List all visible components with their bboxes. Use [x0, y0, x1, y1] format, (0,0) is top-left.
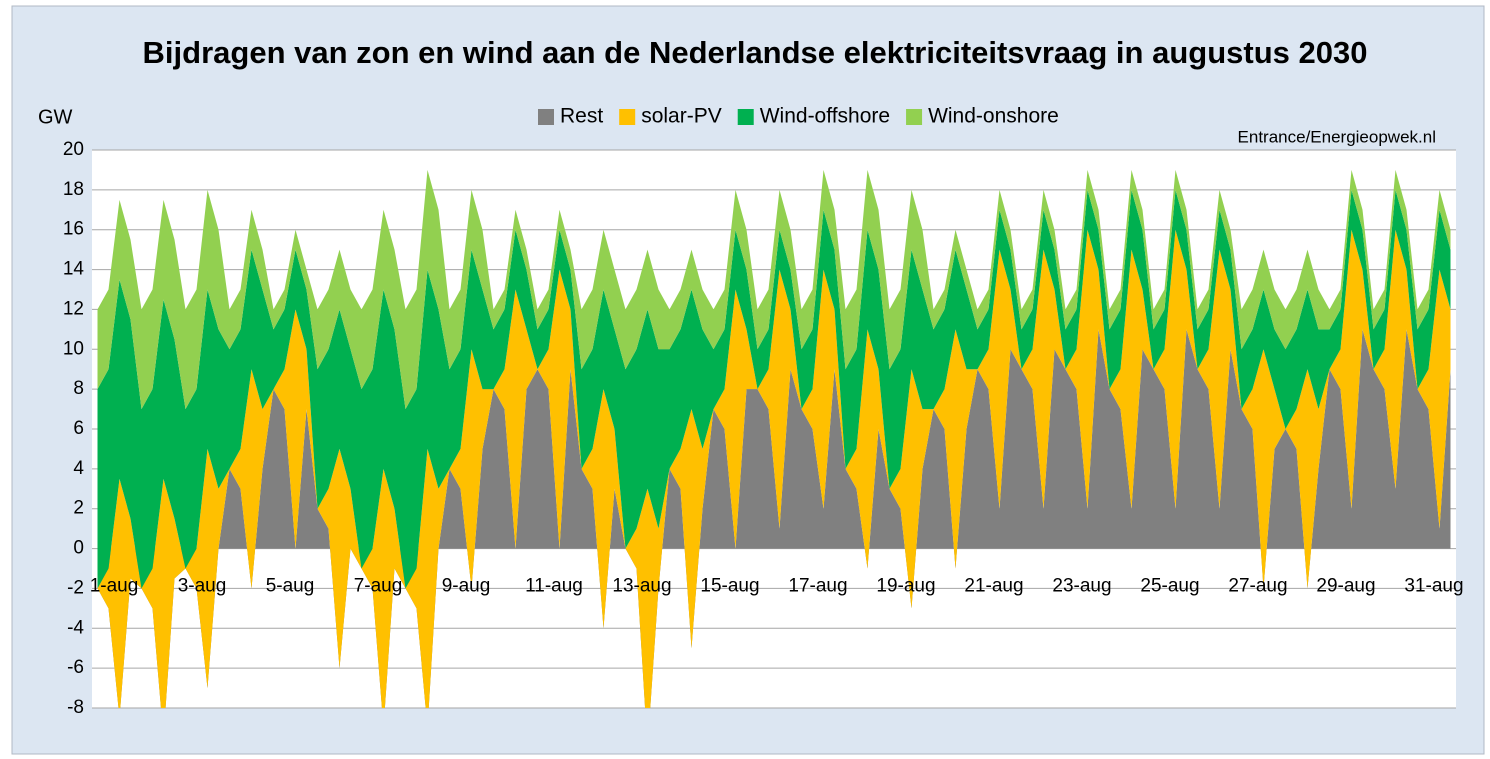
x-tick-label: 27-aug [1228, 576, 1287, 597]
legend-label: solar-PV [641, 105, 722, 128]
legend-label: Wind-onshore [928, 105, 1059, 128]
area-wind-offshore [97, 189, 1451, 589]
legend-swatch [906, 109, 923, 125]
x-tick-label: 5-aug [266, 576, 315, 597]
y-tick-label: 6 [73, 418, 84, 439]
labels: -8 -6 -4 -2 0 2 4 6 8 10 12 14 16 18 20 1-aug 3-aug 5-aug… [63, 139, 1464, 718]
y-tick-label: 8 [73, 378, 84, 399]
legend-swatch [538, 109, 554, 125]
y-tick-label: 4 [73, 458, 84, 479]
y-tick-label: 10 [63, 338, 84, 359]
legend-swatch [619, 109, 636, 125]
area-rest [97, 329, 1451, 708]
x-tick-label: 25-aug [1140, 576, 1199, 597]
y-tick-label: -2 [67, 577, 84, 598]
x-tick-label: 21-aug [964, 576, 1023, 597]
x-tick-label: 7-aug [354, 576, 403, 597]
y-tick-label: 2 [73, 498, 84, 519]
y-tick-label: -6 [67, 657, 84, 678]
x-tick-label: 11-aug [525, 576, 583, 597]
legend-label: Rest [560, 105, 603, 128]
areas [97, 169, 1451, 708]
x-tick-label: 3-aug [178, 576, 227, 597]
x-tick-label: 31-aug [1404, 576, 1463, 597]
source: Entrance/Energieopwek.nl [1238, 127, 1436, 146]
y-tick-label: -8 [67, 697, 84, 718]
y-tick-label: 18 [63, 179, 84, 200]
area-solar-pv [97, 229, 1451, 708]
chart-title: Bijdragen van zon en wind aan de Nederla… [143, 35, 1368, 70]
y-tick-label: 0 [73, 538, 84, 559]
x-tick-label: 19-aug [876, 576, 935, 597]
x-tick-label: 17-aug [788, 576, 847, 597]
x-tick-label: 1-aug [90, 576, 139, 597]
legend-swatch [737, 109, 754, 125]
y-tick-label: 14 [63, 259, 85, 280]
y-tick-label: -4 [67, 617, 84, 638]
y-axis-label: GW [38, 106, 73, 128]
x-tick-label: 29-aug [1316, 576, 1375, 597]
area-wind-onshore [97, 169, 1451, 410]
x-tick-label: 13-aug [612, 576, 671, 597]
legend: Rest solar-PV Wind-offshore Wind-onshore [538, 105, 1059, 128]
x-tick-label: 23-aug [1052, 576, 1111, 597]
y-tick-label: 12 [63, 298, 84, 319]
y-tick-label: 16 [63, 219, 84, 240]
y-tick-label: 20 [63, 139, 84, 160]
x-tick-label: 9-aug [442, 576, 491, 597]
x-tick-label: 15-aug [700, 576, 759, 597]
legend-label: Wind-offshore [760, 105, 890, 128]
